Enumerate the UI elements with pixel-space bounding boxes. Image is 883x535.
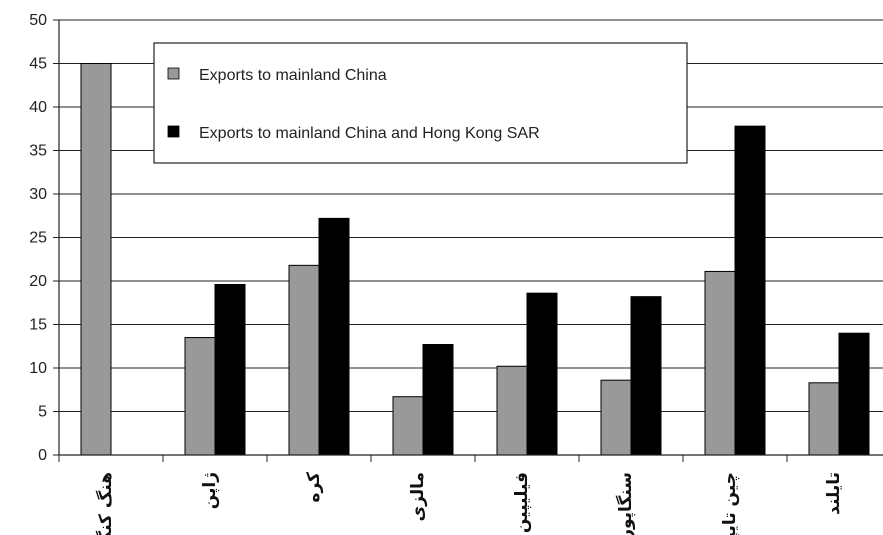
legend-label-mainland-china-and-hong-kong: Exports to mainland China and Hong Kong … [199,125,540,142]
y-tick-label: 10 [29,360,47,377]
x-category-label: هنگ کنگ [95,472,116,535]
bar-mainland-china-and-hong-kong [214,283,246,456]
bar-mainland-china [184,337,216,456]
bar-mainland-china [600,379,632,456]
x-category-label: ژاپن [200,472,220,509]
axes: 0 5 10 15 20 25 30 35 40 45 50 هنگ کنگ ژاپن کره مالزی ف… [29,12,883,535]
bar-mainland-china-and-hong-kong [422,344,454,456]
y-tick-label: 5 [38,404,47,421]
x-category-label: کره [304,472,324,503]
bar-mainland-china-and-hong-kong [838,332,870,456]
bar-mainland-china-and-hong-kong [630,296,662,456]
bar-mainland-china [704,270,736,456]
x-category-label: تایلند [824,472,844,515]
bar-mainland-china [80,63,112,456]
y-tick-label: 40 [29,99,47,116]
y-tick-label: 35 [29,143,47,160]
legend: Exports to mainland China Exports to mai… [153,42,688,164]
legend-box [153,42,688,164]
y-tick-label: 25 [29,230,47,247]
bar-mainland-china-and-hong-kong [318,217,350,456]
x-category-label: چین تایپه [720,472,740,535]
x-category-label: مالزی [408,472,428,521]
y-tick-label: 30 [29,186,47,203]
bar-mainland-china-and-hong-kong [734,125,766,456]
x-category-label: فیلیپین [512,472,532,533]
y-tick-label: 20 [29,273,47,290]
bar-mainland-china [288,264,320,456]
y-tick-label: 15 [29,317,47,334]
bar-mainland-china [808,382,840,456]
y-tick-label: 50 [29,12,47,29]
bar-mainland-china-and-hong-kong [526,292,558,456]
y-tick-label: 0 [38,447,47,464]
legend-swatch-mainland-china [167,67,180,80]
bar-mainland-china [496,365,528,456]
x-category-label: سنگاپور [615,472,636,535]
y-tick-label: 45 [29,56,47,73]
legend-label-mainland-china: Exports to mainland China [199,67,387,84]
bar-mainland-china [392,396,424,456]
legend-swatch-mainland-china-and-hong-kong [167,125,180,138]
